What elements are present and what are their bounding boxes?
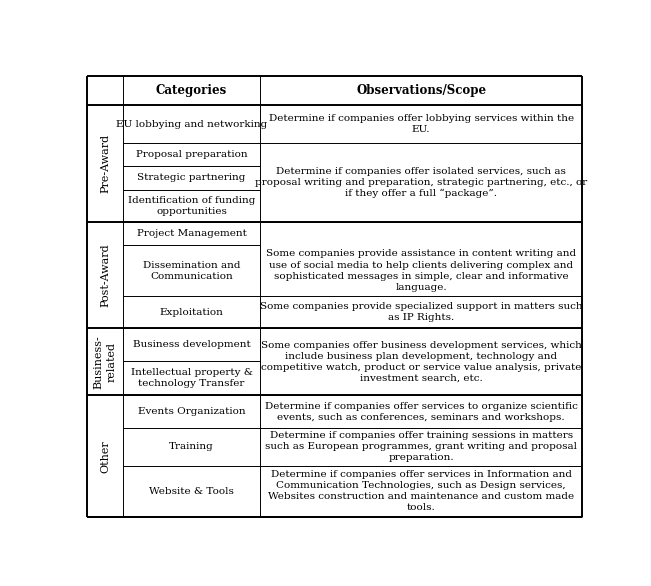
Text: Post-Award: Post-Award bbox=[100, 243, 110, 307]
Text: Determine if companies offer isolated services, such as
proposal writing and pre: Determine if companies offer isolated se… bbox=[255, 166, 587, 198]
Text: Business-
related: Business- related bbox=[94, 335, 117, 389]
Text: Pre-Award: Pre-Award bbox=[100, 134, 110, 193]
Text: Intellectual property &
technology Transfer: Intellectual property & technology Trans… bbox=[131, 368, 253, 388]
Text: Determine if companies offer services in Information and
Communication Technolog: Determine if companies offer services in… bbox=[268, 470, 574, 513]
Text: EU lobbying and networking: EU lobbying and networking bbox=[116, 120, 268, 128]
Text: Determine if companies offer services to organize scientific
events, such as con: Determine if companies offer services to… bbox=[265, 401, 577, 422]
Text: Observations/Scope: Observations/Scope bbox=[356, 84, 486, 97]
Text: Identification of funding
opportunities: Identification of funding opportunities bbox=[128, 196, 255, 216]
Text: Categories: Categories bbox=[156, 84, 227, 97]
Text: Other: Other bbox=[100, 440, 110, 473]
Text: Strategic partnering: Strategic partnering bbox=[137, 173, 246, 182]
Text: Business development: Business development bbox=[133, 340, 251, 349]
Text: Proposal preparation: Proposal preparation bbox=[136, 150, 247, 159]
Text: Website & Tools: Website & Tools bbox=[149, 487, 234, 496]
Text: Project Management: Project Management bbox=[137, 229, 247, 238]
Text: Training: Training bbox=[169, 442, 214, 451]
Text: Events Organization: Events Organization bbox=[138, 407, 245, 416]
Text: Exploitation: Exploitation bbox=[159, 308, 223, 317]
Text: Determine if companies offer training sessions in matters
such as European progr: Determine if companies offer training se… bbox=[265, 431, 577, 462]
Text: Determine if companies offer lobbying services within the
EU.: Determine if companies offer lobbying se… bbox=[269, 114, 574, 134]
Text: Some companies provide specialized support in matters such
as IP Rights.: Some companies provide specialized suppo… bbox=[260, 302, 583, 322]
Text: Some companies offer business development services, which
include business plan : Some companies offer business developmen… bbox=[261, 341, 581, 383]
Text: Dissemination and
Communication: Dissemination and Communication bbox=[143, 261, 240, 281]
Text: Some companies provide assistance in content writing and
use of social media to : Some companies provide assistance in con… bbox=[266, 250, 576, 292]
